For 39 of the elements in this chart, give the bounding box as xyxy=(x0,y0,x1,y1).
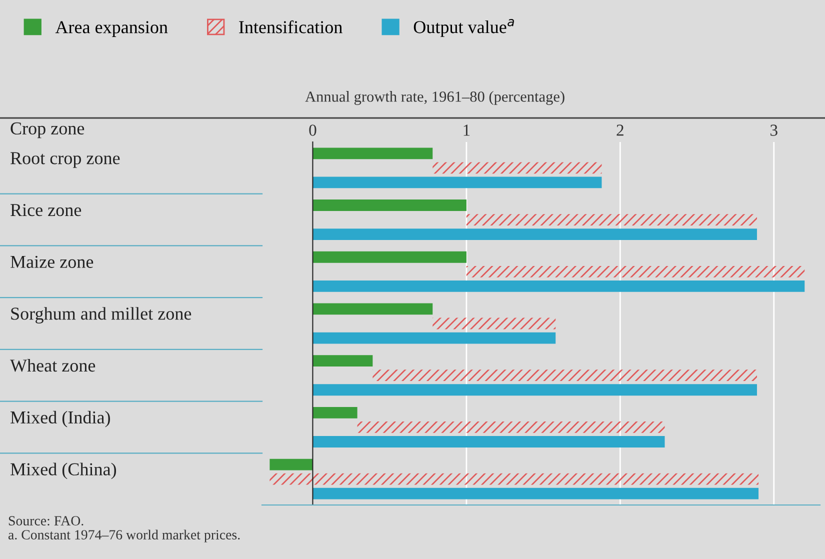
y-tick-label: Sorghum and millet zone xyxy=(11,307,192,324)
y-tick-label: Root crop zone xyxy=(10,152,120,168)
bar xyxy=(312,251,466,263)
x-axis-title: Annual growth rate, 1961–80 (percentage) xyxy=(305,91,564,105)
text: a. Constant 1974–76 world market prices. xyxy=(8,530,240,542)
x-tick-label: 2 xyxy=(616,124,624,136)
y-tick-label: Mixed (China) xyxy=(10,462,116,480)
bar xyxy=(372,370,757,382)
y-tick-label: Wheat zone xyxy=(10,358,96,372)
bar xyxy=(312,488,759,500)
x-tick-label: 3 xyxy=(770,124,778,136)
bar xyxy=(270,458,313,470)
x-tick-label: 1 xyxy=(464,124,470,136)
x-tick-label: 0 xyxy=(309,124,316,136)
bar xyxy=(312,148,433,160)
legend-label: Intensification xyxy=(239,20,342,34)
source-note: Source: FAO. xyxy=(8,516,84,526)
bar xyxy=(466,266,805,278)
bar xyxy=(312,436,665,448)
bar xyxy=(432,318,556,330)
bar xyxy=(312,200,466,211)
y-tick-label: Mixed (India) xyxy=(10,410,110,428)
y-axis-title: Crop zone xyxy=(10,122,84,138)
bar xyxy=(270,473,759,485)
bar xyxy=(432,162,602,174)
bar xyxy=(312,406,358,418)
bar xyxy=(312,355,373,367)
legend-label: Area expansion xyxy=(55,21,168,37)
bar xyxy=(312,280,805,292)
bar xyxy=(312,228,757,240)
bar xyxy=(312,332,556,344)
bar xyxy=(312,384,757,396)
bar xyxy=(312,303,433,315)
bar xyxy=(466,214,757,226)
y-tick-label: Rice zone xyxy=(10,204,82,216)
legend-label: Output value$^{a}$ xyxy=(414,19,514,37)
y-tick-label: Maize zone xyxy=(10,256,94,268)
bar xyxy=(312,176,602,188)
bar xyxy=(357,422,665,433)
